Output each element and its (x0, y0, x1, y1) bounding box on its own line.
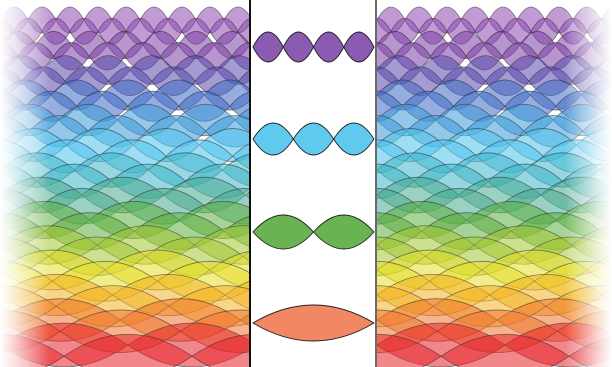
center-wave-2-lobe (252, 214, 315, 250)
left-band-3-lobe (281, 91, 332, 121)
center-wave-panel (252, 31, 375, 342)
center-wave-0-lobe (343, 31, 375, 63)
center-wave-0-lobe (282, 31, 315, 63)
center-wave-1-lobe (252, 122, 294, 156)
center-wave-1-lobe (333, 122, 375, 156)
left-band-6-lobe (297, 153, 371, 187)
left-band-10-lobe (262, 261, 367, 301)
left-band-7-lobe (244, 190, 250, 200)
left-band-0-lobe (252, 7, 280, 33)
center-wave-0-lobe (252, 31, 284, 63)
right-band-7-lobe (377, 194, 378, 196)
right-band-3-lobe (377, 94, 378, 96)
center-wave-2-lobe (312, 214, 375, 250)
left-band-2-lobe (282, 67, 325, 96)
left-fade-overlay (0, 0, 250, 367)
right-band-6-lobe (377, 169, 378, 171)
center-wave-0-lobe (312, 31, 345, 63)
right-band-10-lobe (377, 269, 378, 271)
center-wave-1-lobe (292, 122, 335, 156)
right-band-0-lobe (377, 19, 378, 21)
left-band-6-lobe (260, 164, 334, 198)
right-fade-overlay (377, 0, 612, 367)
left-band-3-lobe (255, 80, 306, 110)
center-wave-3-lobe (252, 304, 375, 342)
